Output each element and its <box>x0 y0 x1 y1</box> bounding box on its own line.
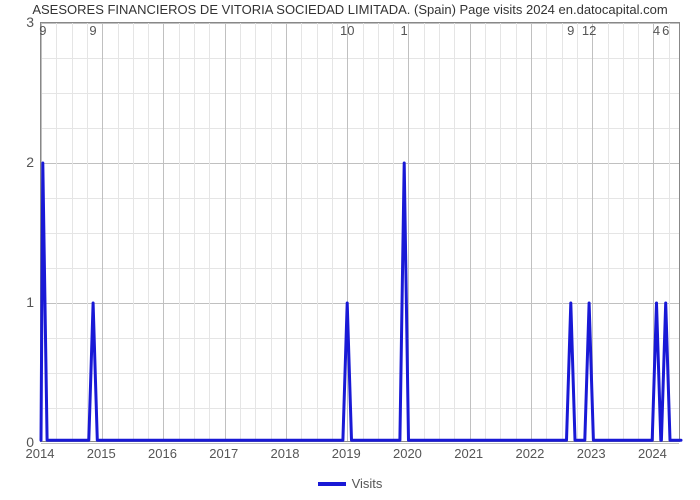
data-label: 9 <box>567 23 574 38</box>
y-tick-label: 1 <box>4 294 34 310</box>
x-tick-label: 2023 <box>577 446 606 461</box>
legend: Visits <box>0 476 700 491</box>
x-tick-label: 2017 <box>209 446 238 461</box>
plot-area: 9 9 10 1 9 12 46 <box>40 22 680 442</box>
chart-container: ASESORES FINANCIEROS DE VITORIA SOCIEDAD… <box>0 0 700 500</box>
x-tick-label: 2021 <box>454 446 483 461</box>
data-label: 9 <box>39 23 46 38</box>
gridline-major-h <box>41 443 679 444</box>
data-label: 9 <box>89 23 96 38</box>
y-tick-label: 3 <box>4 14 34 30</box>
chart-title: ASESORES FINANCIEROS DE VITORIA SOCIEDAD… <box>0 2 700 17</box>
data-label: 1 <box>401 23 408 38</box>
legend-label: Visits <box>352 476 383 491</box>
x-tick-label: 2022 <box>515 446 544 461</box>
data-label: 6 <box>662 23 669 38</box>
data-label: 10 <box>340 23 354 38</box>
data-label: 4 <box>653 23 660 38</box>
legend-swatch <box>318 482 346 486</box>
x-tick-label: 2019 <box>332 446 361 461</box>
x-tick-label: 2018 <box>271 446 300 461</box>
x-tick-label: 2024 <box>638 446 667 461</box>
y-tick-label: 2 <box>4 154 34 170</box>
x-tick-label: 2016 <box>148 446 177 461</box>
data-label: 12 <box>582 23 596 38</box>
y-tick-label: 0 <box>4 434 34 450</box>
visits-line <box>41 23 681 443</box>
x-tick-label: 2015 <box>87 446 116 461</box>
x-tick-label: 2020 <box>393 446 422 461</box>
